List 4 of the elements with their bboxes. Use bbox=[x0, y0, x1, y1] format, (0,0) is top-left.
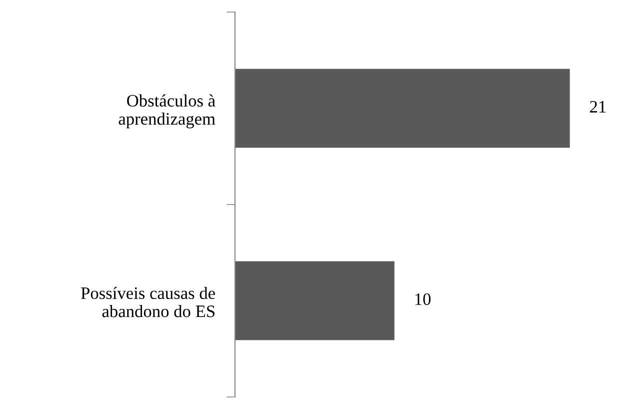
data-label: 21 bbox=[590, 100, 606, 112]
data-label: 10 bbox=[415, 293, 431, 306]
y-tick-label: Possíveis causas de abandono do ES bbox=[81, 286, 215, 318]
y-tick-label: Obstáculos à aprendizagem bbox=[118, 94, 216, 128]
